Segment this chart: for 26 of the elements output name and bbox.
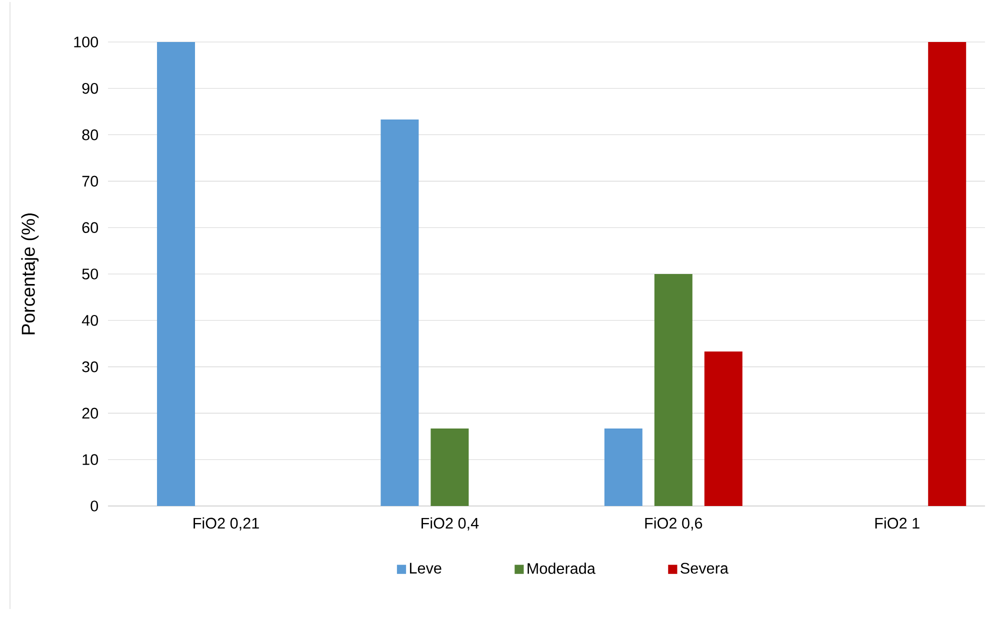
bar xyxy=(157,42,195,506)
y-tick-label: 10 xyxy=(82,454,98,466)
bar xyxy=(430,428,469,506)
y-tick-label: 60 xyxy=(82,222,98,234)
x-tick-label: FiO2 0,4 xyxy=(422,517,479,530)
legend-label: Moderada xyxy=(528,562,596,574)
y-tick-label: 100 xyxy=(74,36,98,48)
y-tick-label: 30 xyxy=(82,361,98,372)
y-tick-label: 90 xyxy=(82,82,98,94)
legend-label: Severa xyxy=(680,562,728,574)
y-tick-label: 40 xyxy=(82,314,98,326)
x-tick-label: FiO2 0,6 xyxy=(645,517,702,530)
legend-label: Leve xyxy=(410,562,442,574)
y-tick-label: 80 xyxy=(82,129,98,140)
x-tick-label: FiO2 0,21 xyxy=(194,517,259,530)
y-tick-label: 70 xyxy=(82,176,98,187)
bar xyxy=(604,428,642,506)
y-tick-label: 50 xyxy=(82,268,98,280)
x-tick-label: FiO2 1 xyxy=(875,517,920,529)
bar xyxy=(380,119,419,506)
y-axis-title: Porcentaje (%) xyxy=(21,213,39,334)
y-tick-label: 20 xyxy=(82,408,98,419)
bar xyxy=(654,274,692,506)
bar xyxy=(928,42,966,506)
bar xyxy=(704,351,742,506)
y-tick-label: 0 xyxy=(90,500,98,512)
